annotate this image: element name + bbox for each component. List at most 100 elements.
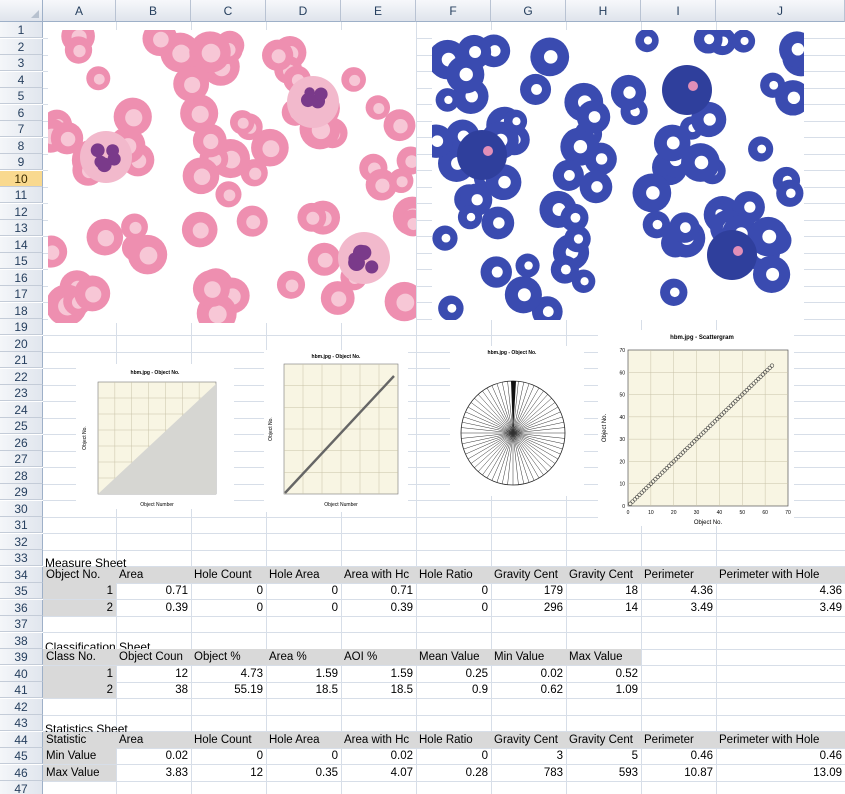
row-header-18[interactable]: 18 [0,302,43,319]
header-cell[interactable]: Area [116,731,191,748]
column-header-h[interactable]: H [566,0,641,22]
header-cell[interactable]: Object No. [43,566,116,583]
row-header-2[interactable]: 2 [0,38,43,55]
table-cell[interactable]: 5 [631,750,638,762]
table-cell[interactable]: 0 [331,750,338,762]
table-cell[interactable]: 0.62 [540,684,563,696]
column-header-f[interactable]: F [416,0,491,22]
row-header-21[interactable]: 21 [0,352,43,368]
row-header-30[interactable]: 30 [0,500,43,517]
row-header-25[interactable]: 25 [0,418,43,434]
table-cell[interactable]: 0 [331,601,338,614]
row-header-27[interactable]: 27 [0,451,43,467]
table-cell[interactable]: Max Value [43,764,116,781]
header-cell[interactable]: Gravity Cent [566,731,641,748]
table-cell[interactable]: 0.35 [315,766,338,779]
table-cell[interactable]: 0 [481,601,488,614]
row-header-46[interactable]: 46 [0,764,43,781]
column-header-a[interactable]: A [43,0,116,22]
row-header-39[interactable]: 39 [0,649,43,665]
row-header-33[interactable]: 33 [0,550,43,566]
row-header-35[interactable]: 35 [0,583,43,599]
row-header-42[interactable]: 42 [0,698,43,715]
table-cell[interactable]: 1 [43,583,116,599]
select-all-corner[interactable] [0,0,43,22]
table-cell[interactable]: 0 [481,750,488,762]
table-cell[interactable]: 12 [250,766,263,779]
table-cell[interactable]: 2 [43,599,116,616]
table-cell[interactable]: 4.07 [390,766,413,779]
header-cell[interactable]: Statistic [43,731,116,748]
table-cell[interactable]: 10.87 [684,766,713,779]
row-header-23[interactable]: 23 [0,385,43,401]
table-cell[interactable]: 0 [481,585,488,597]
table-cell[interactable]: 18 [625,585,638,597]
row-header-44[interactable]: 44 [0,731,43,748]
row-header-24[interactable]: 24 [0,401,43,418]
column-header-d[interactable]: D [266,0,341,22]
header-cell[interactable]: Area [116,566,191,583]
table-cell[interactable]: 13.09 [813,766,842,779]
row-header-19[interactable]: 19 [0,319,43,335]
table-cell[interactable]: 0 [256,750,263,762]
table-cell[interactable]: 3.49 [819,601,842,614]
chart-object-pie[interactable]: hbm.jpg - Object No. [450,346,584,496]
header-cell[interactable]: Perimeter [641,566,716,583]
table-cell[interactable]: 12 [175,667,188,680]
row-header-29[interactable]: 29 [0,484,43,500]
table-cell[interactable]: 0.9 [472,684,488,696]
row-header-26[interactable]: 26 [0,434,43,451]
table-cell[interactable]: 3 [556,750,563,762]
table-cell[interactable]: 593 [618,766,638,779]
row-header-5[interactable]: 5 [0,88,43,104]
table-cell[interactable]: 0.39 [165,601,188,614]
row-header-14[interactable]: 14 [0,236,43,253]
row-header-45[interactable]: 45 [0,748,43,764]
table-cell[interactable]: 18.5 [315,684,338,696]
segmented-image[interactable] [432,30,804,320]
column-header-b[interactable]: B [116,0,191,22]
blood-smear-image[interactable] [48,30,416,323]
table-cell[interactable]: 4.36 [690,585,713,597]
header-cell[interactable]: Gravity Cent [566,566,641,583]
table-cell[interactable]: 14 [625,601,638,614]
row-header-32[interactable]: 32 [0,533,43,550]
table-cell[interactable]: 38 [175,684,188,696]
header-cell[interactable]: Perimeter [641,731,716,748]
row-header-31[interactable]: 31 [0,517,43,533]
table-cell[interactable]: 0.39 [390,601,413,614]
table-cell[interactable]: 55.19 [234,684,263,696]
row-header-11[interactable]: 11 [0,187,43,203]
table-cell[interactable]: 1 [43,665,116,682]
table-cell[interactable]: 179 [543,585,563,597]
row-header-6[interactable]: 6 [0,104,43,121]
header-cell[interactable]: Area with Hc [341,566,416,583]
row-header-1[interactable]: 1 [0,22,43,38]
row-header-43[interactable]: 43 [0,715,43,731]
row-header-41[interactable]: 41 [0,682,43,698]
chart-object-line[interactable]: hbm.jpg - Object No. Object Number Objec… [264,350,408,512]
table-cell[interactable]: 783 [543,766,563,779]
row-header-40[interactable]: 40 [0,665,43,682]
table-cell[interactable]: 0.28 [465,766,488,779]
header-cell[interactable]: Hole Count [191,731,266,748]
header-cell[interactable]: AOI % [341,649,416,665]
table-cell[interactable]: 0.71 [165,585,188,597]
header-cell[interactable]: Mean Value [416,649,491,665]
table-cell[interactable]: 0 [256,585,263,597]
table-cell[interactable]: 1.59 [390,667,413,680]
row-header-37[interactable]: 37 [0,616,43,632]
header-cell[interactable]: Area % [266,649,341,665]
row-header-9[interactable]: 9 [0,154,43,170]
row-header-4[interactable]: 4 [0,71,43,88]
table-cell[interactable]: 4.36 [819,585,842,597]
table-cell[interactable]: 1.09 [615,684,638,696]
row-header-22[interactable]: 22 [0,368,43,385]
column-header-j[interactable]: J [716,0,845,22]
table-cell[interactable]: 0.46 [819,750,842,762]
table-cell[interactable]: 0.02 [165,750,188,762]
row-header-34[interactable]: 34 [0,566,43,583]
table-cell[interactable]: 3.49 [690,601,713,614]
row-header-7[interactable]: 7 [0,121,43,137]
